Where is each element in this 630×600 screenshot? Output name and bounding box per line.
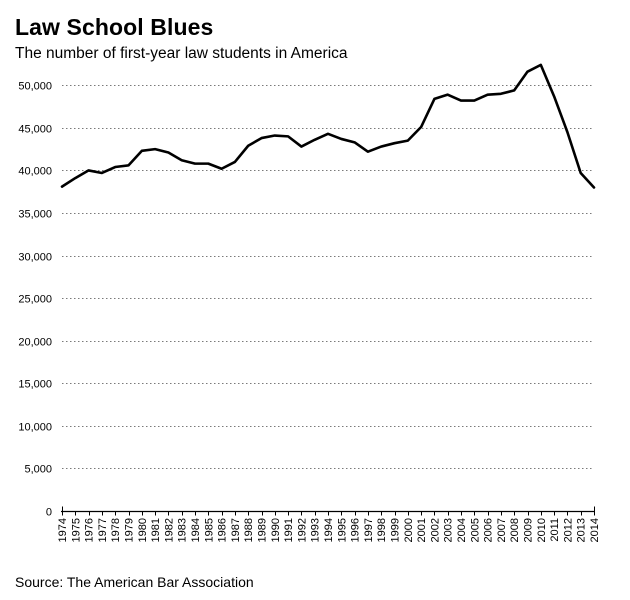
- x-tick-label: 1995: [336, 518, 348, 542]
- x-tick-label: 1974: [57, 518, 69, 542]
- x-tick-label: 1992: [296, 518, 308, 542]
- x-tick-label: 2010: [536, 518, 548, 542]
- y-tick-label: 5,000: [24, 464, 52, 476]
- y-tick-label: 40,000: [18, 166, 52, 178]
- x-tick-label: 2000: [403, 518, 415, 542]
- x-tick-label: 1986: [217, 518, 229, 542]
- x-tick-label: 2007: [496, 518, 508, 542]
- x-tick-label: 1988: [243, 518, 255, 542]
- x-tick-label: 1991: [283, 518, 295, 542]
- x-tick-label: 2014: [589, 518, 601, 542]
- x-tick-label: 1994: [323, 518, 335, 542]
- x-tick-label: 1997: [363, 518, 375, 542]
- x-tick-label: 1993: [310, 518, 322, 542]
- x-tick-label: 2012: [562, 518, 574, 542]
- y-tick-label: 30,000: [18, 252, 52, 264]
- y-tick-label: 35,000: [18, 209, 52, 221]
- x-tick-label: 1989: [257, 518, 269, 542]
- series-layer: [60, 63, 596, 189]
- x-tick-label: 1990: [270, 518, 282, 542]
- y-tick-label: 20,000: [18, 337, 52, 349]
- chart-source: Source: The American Bar Association: [15, 574, 254, 590]
- x-tick-label: 1977: [97, 518, 109, 542]
- chart-title: Law School Blues: [15, 14, 214, 40]
- y-tick-label: 10,000: [18, 422, 52, 434]
- x-tick-label: 1982: [163, 518, 175, 542]
- x-tick-label: 1999: [390, 518, 402, 542]
- x-tick-label: 1978: [110, 518, 122, 542]
- x-tick-label: 2011: [549, 518, 561, 542]
- x-tick-label: 1996: [350, 518, 362, 542]
- x-tick-label: 2009: [523, 518, 535, 542]
- x-tick-label: 1981: [150, 518, 162, 542]
- x-tick-label: 2004: [456, 518, 468, 542]
- x-tick-label: 2003: [443, 518, 455, 542]
- y-tick-label: 0: [46, 507, 52, 519]
- y-tick-label: 45,000: [18, 124, 52, 136]
- x-tick-label: 2013: [576, 518, 588, 542]
- x-tick-label: 2002: [429, 518, 441, 542]
- x-tick-label: 1983: [177, 518, 189, 542]
- x-tick-label: 1976: [84, 518, 96, 542]
- series-line: [60, 63, 596, 189]
- x-axis: [61, 506, 595, 516]
- y-tick-label: 15,000: [18, 379, 52, 391]
- x-tick-label: 2006: [483, 518, 495, 542]
- x-tick-label: 1985: [203, 518, 215, 542]
- x-tick-label: 2005: [469, 518, 481, 542]
- x-tick-label: 1975: [70, 518, 82, 542]
- y-tick-label: 25,000: [18, 294, 52, 306]
- x-tick-label: 2008: [509, 518, 521, 542]
- x-tick-label: 1980: [137, 518, 149, 542]
- x-tick-label: 1998: [376, 518, 388, 542]
- x-tick-label: 1987: [230, 518, 242, 542]
- x-tick-label: 1984: [190, 518, 202, 542]
- x-tick-label: 1979: [124, 518, 136, 542]
- y-tick-label: 50,000: [18, 81, 52, 93]
- x-axis-tick-labels: 1974 1975 1976 1977 1978 1979 1980 1981 1982 1983…: [57, 518, 601, 542]
- gridlines: [62, 85, 594, 469]
- chart-subtitle: The number of first-year law students in…: [15, 45, 348, 62]
- y-axis-tick-labels: 0 5,000 10,000 15,000 20,000 25,000 30,000 35,0…: [18, 81, 52, 519]
- x-tick-label: 2001: [416, 518, 428, 542]
